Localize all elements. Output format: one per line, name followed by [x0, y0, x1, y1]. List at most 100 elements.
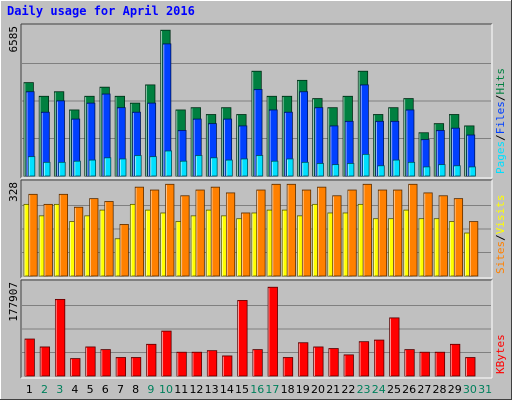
bar-sites-day-24	[377, 189, 388, 277]
bar-kbytes-day-29	[450, 343, 461, 377]
axis-label-hits-files-pages: Pages/Files/Hits	[494, 68, 507, 174]
bar-sites-day-2	[43, 203, 53, 277]
bar-pages-day-19	[301, 161, 309, 177]
day-label-22: 22	[341, 383, 355, 396]
axis-label-part: /	[494, 234, 507, 241]
day-label-24: 24	[372, 383, 386, 396]
day-label-18: 18	[281, 383, 295, 396]
axis-label-part: Pages	[494, 141, 507, 174]
day-label-21: 21	[326, 383, 340, 396]
day-label-2: 2	[41, 383, 48, 396]
bar-sites-day-21	[332, 195, 342, 277]
axis-label-visits-sites: Sites/Visits	[494, 195, 507, 275]
bar-kbytes-day-25	[389, 317, 400, 377]
bar-sites-day-30	[469, 221, 479, 277]
bar-pages-day-11	[179, 160, 188, 177]
bar-kbytes-day-21	[328, 348, 339, 377]
bar-pages-day-9	[149, 156, 157, 177]
bar-kbytes-day-2	[39, 346, 51, 377]
day-label-9: 9	[147, 383, 154, 396]
bar-pages-day-6	[103, 157, 112, 177]
day-label-11: 11	[174, 383, 188, 396]
bar-kbytes-day-22	[343, 354, 354, 377]
bar-pages-day-29	[453, 165, 461, 177]
bar-pages-day-14	[225, 159, 233, 177]
day-label-29: 29	[448, 383, 462, 396]
bar-pages-day-27	[423, 166, 431, 177]
day-label-13: 13	[205, 383, 219, 396]
bar-kbytes-day-23	[358, 341, 370, 377]
bar-sites-day-8	[134, 186, 144, 277]
bar-sites-day-23	[362, 183, 372, 277]
chart-title: Daily usage for April 2016	[7, 4, 195, 18]
axis-label-part: Visits	[494, 195, 507, 235]
bar-pages-day-15	[240, 158, 248, 177]
bar-kbytes-day-13	[206, 350, 218, 377]
bar-sites-day-15	[241, 212, 251, 277]
day-label-5: 5	[87, 383, 94, 396]
bar-pages-day-24	[377, 165, 385, 177]
bar-kbytes-day-14	[222, 355, 233, 377]
day-label-14: 14	[220, 383, 234, 396]
bar-pages-day-25	[392, 159, 400, 177]
bar-pages-day-12	[195, 155, 203, 177]
day-label-31: 31	[478, 383, 492, 396]
axis-label-part: Hits	[494, 68, 507, 95]
bar-sites-day-29	[453, 198, 464, 277]
bar-kbytes-day-9	[146, 343, 157, 377]
axis-label-part: /	[494, 134, 507, 141]
day-label-10: 10	[159, 383, 173, 396]
bar-kbytes-day-24	[374, 339, 385, 377]
bar-kbytes-day-15	[237, 300, 248, 377]
bar-sites-day-11	[180, 195, 190, 277]
bar-kbytes-day-17	[267, 286, 278, 377]
bar-kbytes-day-8	[130, 357, 142, 377]
axis-label-part: /	[494, 95, 507, 102]
bar-sites-day-20	[317, 186, 327, 277]
bar-sites-day-28	[438, 195, 448, 277]
bar-kbytes-day-19	[298, 342, 309, 377]
bar-pages-day-17	[271, 160, 279, 177]
bar-sites-day-13	[210, 186, 220, 277]
bar-pages-day-1	[27, 156, 36, 177]
day-label-17: 17	[265, 383, 279, 396]
bar-sites-day-6	[104, 201, 114, 277]
bar-pages-day-13	[210, 157, 218, 177]
bar-pages-day-5	[88, 159, 96, 177]
day-label-28: 28	[433, 383, 447, 396]
day-label-23: 23	[357, 383, 371, 396]
ymax-label-hits-files-pages: 6585	[7, 26, 20, 53]
day-label-4: 4	[71, 383, 78, 396]
bar-sites-day-17	[271, 183, 281, 277]
bar-pages-day-26	[407, 161, 416, 177]
day-label-27: 27	[417, 383, 431, 396]
bar-sites-day-22	[347, 189, 357, 277]
bar-sites-day-14	[225, 192, 236, 277]
bar-pages-day-7	[119, 158, 127, 177]
bar-pages-day-18	[286, 158, 294, 177]
day-label-12: 12	[189, 383, 203, 396]
bar-kbytes-day-5	[85, 346, 96, 377]
day-label-1: 1	[26, 383, 33, 396]
bar-pages-day-30	[468, 166, 476, 177]
ymax-label-visits-sites: 328	[7, 182, 20, 202]
axis-label-part: Sites	[494, 241, 507, 274]
bar-kbytes-day-1	[24, 338, 35, 377]
bar-pages-day-10	[164, 150, 172, 177]
bar-sites-day-16	[256, 189, 266, 277]
day-label-25: 25	[387, 383, 401, 396]
day-label-6: 6	[102, 383, 109, 396]
day-label-15: 15	[235, 383, 249, 396]
bar-kbytes-day-27	[419, 351, 430, 377]
day-label-8: 8	[132, 383, 139, 396]
axis-label-kbytes: KBytes	[494, 334, 507, 374]
bar-pages-day-28	[438, 164, 446, 177]
bar-kbytes-day-20	[313, 346, 324, 377]
bar-sites-day-7	[119, 224, 129, 277]
bar-sites-day-9	[150, 189, 160, 277]
bar-kbytes-day-18	[282, 357, 294, 377]
bar-pages-day-21	[331, 164, 340, 177]
bar-kbytes-day-16	[252, 349, 263, 377]
bar-kbytes-day-10	[161, 330, 172, 377]
bar-kbytes-day-12	[191, 351, 202, 377]
